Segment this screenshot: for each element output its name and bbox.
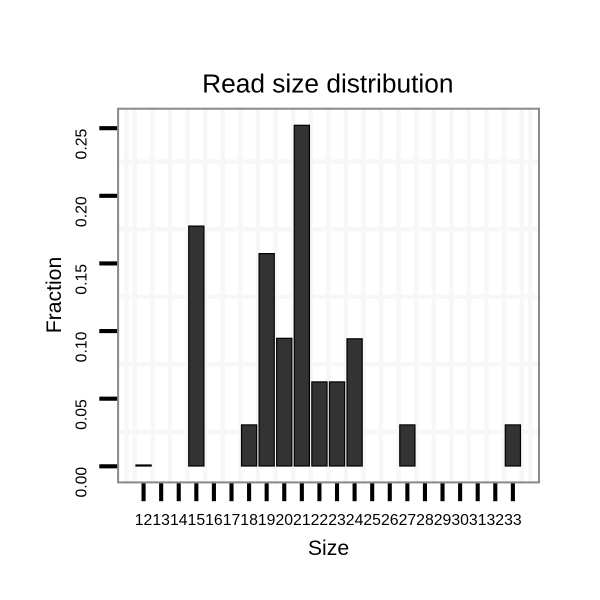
svg-text:33: 33 — [504, 512, 522, 529]
svg-text:31: 31 — [469, 512, 487, 529]
svg-text:16: 16 — [205, 512, 223, 529]
svg-text:0.05: 0.05 — [74, 399, 91, 430]
svg-text:0.10: 0.10 — [74, 331, 91, 362]
svg-text:18: 18 — [240, 512, 258, 529]
svg-text:13: 13 — [152, 512, 170, 529]
svg-text:0.15: 0.15 — [74, 264, 91, 295]
svg-text:Size: Size — [308, 537, 349, 560]
svg-text:25: 25 — [363, 512, 381, 529]
svg-text:30: 30 — [451, 512, 469, 529]
svg-text:22: 22 — [311, 512, 329, 529]
svg-text:32: 32 — [487, 512, 505, 529]
svg-text:0.00: 0.00 — [74, 467, 91, 498]
svg-text:27: 27 — [399, 512, 417, 529]
svg-text:24: 24 — [346, 512, 364, 529]
svg-text:20: 20 — [275, 512, 293, 529]
svg-text:Fraction: Fraction — [43, 257, 66, 334]
svg-text:12: 12 — [135, 512, 153, 529]
svg-text:23: 23 — [328, 512, 346, 529]
svg-text:19: 19 — [258, 512, 276, 529]
svg-text:26: 26 — [381, 512, 399, 529]
svg-text:0.20: 0.20 — [74, 196, 91, 227]
svg-text:0.25: 0.25 — [74, 128, 91, 159]
svg-text:Read size distribution: Read size distribution — [202, 69, 453, 99]
svg-text:15: 15 — [188, 512, 206, 529]
svg-text:17: 17 — [223, 512, 241, 529]
svg-text:29: 29 — [434, 512, 452, 529]
svg-text:21: 21 — [293, 512, 311, 529]
svg-text:28: 28 — [416, 512, 434, 529]
svg-text:14: 14 — [170, 512, 188, 529]
